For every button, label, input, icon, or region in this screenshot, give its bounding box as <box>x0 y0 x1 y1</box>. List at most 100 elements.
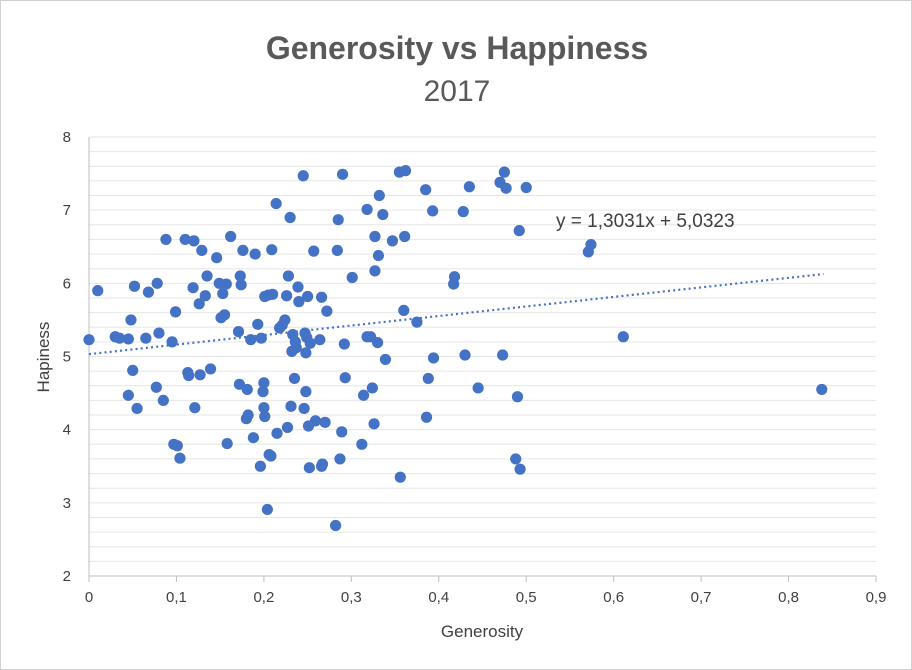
data-point <box>346 271 358 284</box>
trendline-equation: y = 1,3031x + 5,0323 <box>556 211 735 232</box>
y-tick-label: 6 <box>63 275 71 292</box>
data-point <box>386 235 399 247</box>
y-tick-label: 5 <box>63 349 71 366</box>
data-point <box>427 352 440 364</box>
data-point <box>427 205 439 217</box>
data-point <box>309 415 322 427</box>
axis-layer <box>88 137 877 582</box>
data-point <box>174 452 186 464</box>
data-point <box>371 336 384 349</box>
data-point <box>816 383 828 396</box>
data-point <box>319 416 331 428</box>
data-point <box>298 402 310 415</box>
x-tick-label: 0,9 <box>866 589 887 606</box>
data-point <box>196 244 208 257</box>
data-point <box>187 282 199 294</box>
data-point <box>171 440 183 452</box>
data-point <box>125 314 137 326</box>
x-tick-label: 0,3 <box>341 589 362 606</box>
data-point <box>398 304 410 317</box>
data-point <box>372 249 385 262</box>
y-tick-label: 8 <box>63 129 71 146</box>
data-point <box>179 233 191 246</box>
data-point <box>457 206 469 218</box>
data-point <box>211 252 223 264</box>
data-point <box>300 347 312 359</box>
data-point <box>199 290 211 302</box>
data-point <box>448 271 461 283</box>
trendline <box>88 272 824 356</box>
data-point <box>83 334 95 346</box>
data-point <box>225 230 237 243</box>
data-point <box>369 230 381 243</box>
x-tick-label: 0,2 <box>253 589 274 606</box>
data-point <box>255 332 267 344</box>
data-point <box>356 438 368 450</box>
data-point <box>245 334 257 346</box>
x-tick-label: 0,1 <box>166 589 187 606</box>
data-point <box>336 426 348 438</box>
data-point <box>266 244 278 256</box>
data-point <box>114 332 126 344</box>
data-point <box>188 235 200 247</box>
data-point <box>585 238 597 251</box>
data-point <box>237 244 249 257</box>
data-point <box>271 427 283 439</box>
data-point <box>270 197 282 210</box>
data-point <box>153 327 165 339</box>
x-tick-label: 0 <box>85 589 93 606</box>
trendline-layer <box>88 272 824 356</box>
data-point <box>241 383 253 396</box>
data-point <box>420 184 432 196</box>
data-point <box>281 421 294 434</box>
y-tick-label: 3 <box>63 495 71 512</box>
data-point <box>281 290 293 302</box>
data-point <box>267 288 279 300</box>
data-point <box>334 453 346 465</box>
chart-title: Generosity vs Happiness <box>266 30 648 66</box>
data-point <box>292 281 304 293</box>
data-point <box>193 298 205 310</box>
data-point <box>290 342 302 354</box>
grid-layer <box>89 136 876 562</box>
data-point <box>258 402 270 414</box>
x-tick-label: 0,7 <box>691 589 712 606</box>
data-point <box>302 290 314 303</box>
data-point <box>257 386 269 398</box>
data-point <box>235 279 247 291</box>
x-tick-label: 0,5 <box>516 589 537 606</box>
data-point <box>122 333 134 345</box>
y-tick-label: 4 <box>63 422 71 439</box>
data-point <box>510 453 522 465</box>
data-point <box>166 336 178 348</box>
data-point <box>357 389 370 401</box>
tick-labels: 0 0,1 0,2 0,3 0,4 0,5 0,6 0,7 0,8 0,9 2 3 4 5 6 7 8 <box>63 129 887 606</box>
data-point <box>373 189 385 202</box>
data-point <box>314 334 326 346</box>
data-point <box>220 278 232 290</box>
data-point <box>157 394 169 406</box>
data-point <box>128 280 141 292</box>
data-point <box>472 382 484 394</box>
data-point <box>259 410 271 423</box>
data-point <box>261 503 273 516</box>
data-point <box>361 203 373 216</box>
data-point <box>513 225 525 237</box>
data-point <box>140 332 152 344</box>
y-axis-title: Hapiness <box>34 322 53 393</box>
data-point <box>279 314 291 326</box>
data-point <box>127 364 139 377</box>
data-point <box>122 389 134 401</box>
data-point <box>463 181 475 193</box>
data-point <box>258 377 270 389</box>
data-point <box>218 309 231 321</box>
data-point <box>316 458 329 470</box>
data-point <box>329 519 342 532</box>
data-point <box>254 460 266 472</box>
data-point <box>368 418 380 430</box>
x-tick-label: 0,4 <box>428 589 449 606</box>
chart-subtitle: 2017 <box>424 75 491 108</box>
data-point <box>420 411 433 423</box>
data-point <box>282 270 294 282</box>
